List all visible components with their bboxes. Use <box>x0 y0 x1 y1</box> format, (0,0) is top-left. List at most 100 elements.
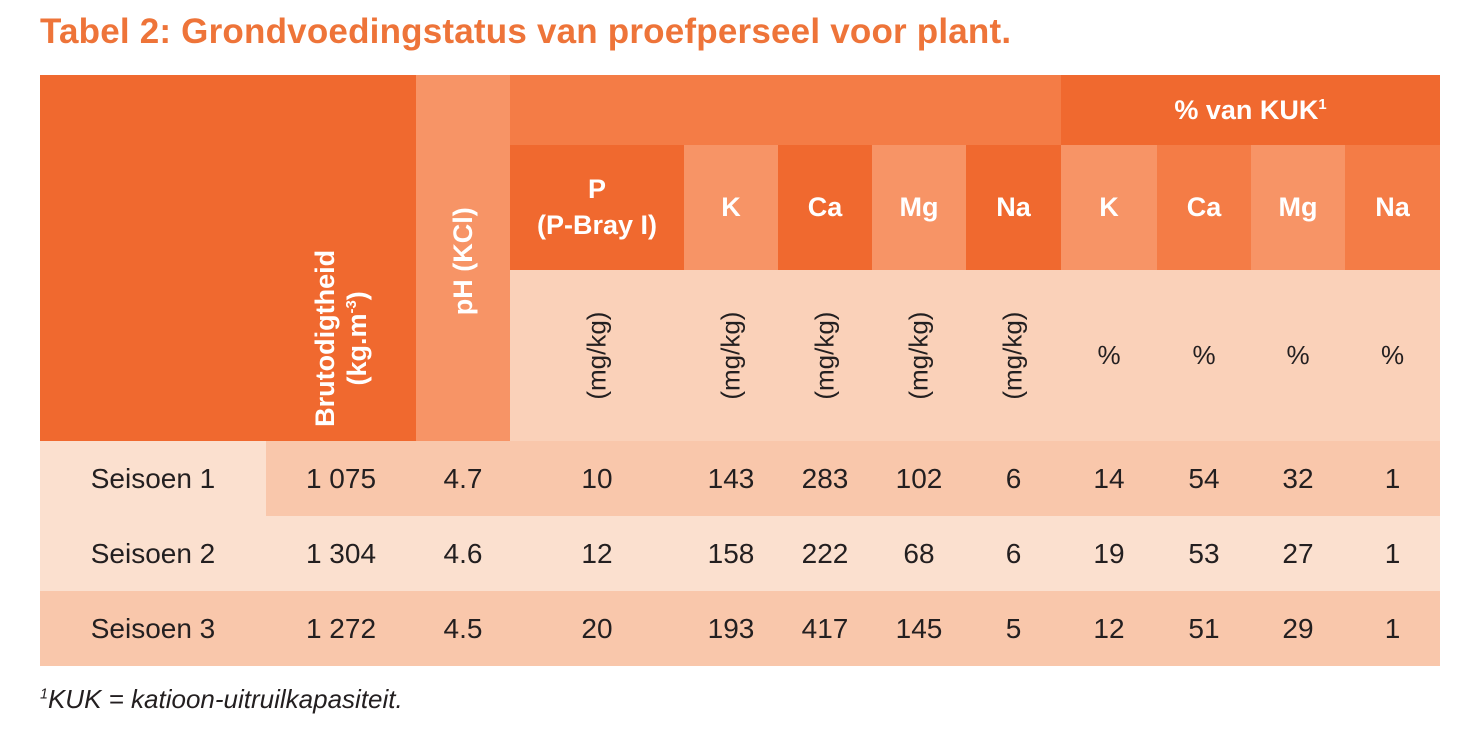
unit-label-ca: (mg/kg) <box>809 311 840 400</box>
cell-value: 1 075 <box>305 462 377 494</box>
cell-value: 143 <box>707 462 755 494</box>
unit-label-k-pct: % <box>1097 340 1121 370</box>
kuk-group-text: % van KUK <box>1174 94 1319 125</box>
table-cell: 29 <box>1251 591 1345 666</box>
table-cell: 193 <box>684 591 778 666</box>
unit-label-ca-pct: % <box>1192 340 1216 370</box>
cell-value: 145 <box>895 612 943 644</box>
cell-value: 102 <box>895 462 943 494</box>
k-label: K <box>721 192 741 222</box>
table-cell: 417 <box>778 591 872 666</box>
cell-value: 193 <box>707 612 755 644</box>
header-bulk-density: Brutodigtheid (kg.m-3) <box>266 75 416 441</box>
cell-value: 4.5 <box>443 612 483 644</box>
cell-value: 5 <box>1005 612 1022 644</box>
cell-value: 1 304 <box>305 537 377 569</box>
cell-value: 222 <box>801 537 849 569</box>
table-cell: 4.7 <box>416 441 510 516</box>
table-cell: 158 <box>684 516 778 591</box>
cell-value: 53 <box>1188 537 1220 569</box>
footnote-text: KUK = katioon-uitruilkapasiteit. <box>47 684 403 714</box>
cell-value: 1 <box>1384 612 1401 644</box>
unit-p: (mg/kg) <box>510 270 684 441</box>
cell-value: 10 <box>581 462 613 494</box>
ph-label: pH (KCl) <box>447 207 478 316</box>
header-ca: Ca <box>778 145 872 270</box>
header-p: P (P-Bray I) <box>510 145 684 270</box>
cell-value: 20 <box>581 612 613 644</box>
cell-value: 158 <box>707 537 755 569</box>
table-cell: 102 <box>872 441 966 516</box>
na-label: Na <box>996 192 1031 222</box>
table-cell: 1 272 <box>266 591 416 666</box>
table-title: Tabel 2: Grondvoedingstatus van proefper… <box>40 12 1012 51</box>
bulk-density-unit-post: ) <box>342 291 372 301</box>
table-cell: 14 <box>1061 441 1157 516</box>
header-group-kuk: % van KUK1 <box>1061 75 1440 145</box>
cell-value: 6 <box>1005 537 1022 569</box>
table-cell: 19 <box>1061 516 1157 591</box>
cell-value: 51 <box>1188 612 1220 644</box>
table-cell: 1 304 <box>266 516 416 591</box>
unit-ca-pct: % <box>1157 270 1251 441</box>
unit-k-pct: % <box>1061 270 1157 441</box>
unit-label-na-pct: % <box>1380 340 1405 370</box>
cell-value: 1 272 <box>305 612 377 644</box>
bulk-density-unit-sup: -3 <box>344 300 360 314</box>
table-cell: 51 <box>1157 591 1251 666</box>
unit-label-na: (mg/kg) <box>997 311 1028 400</box>
cell-value: 14 <box>1093 462 1125 494</box>
footnote-marker: 1 <box>40 686 48 703</box>
table-cell: 143 <box>684 441 778 516</box>
table-cell: 283 <box>778 441 872 516</box>
table-cell: 1 <box>1345 516 1440 591</box>
kuk-group-sup: 1 <box>1318 96 1327 113</box>
table-cell: 222 <box>778 516 872 591</box>
table-cell: 6 <box>966 516 1061 591</box>
unit-mg: (mg/kg) <box>872 270 966 441</box>
unit-mg-pct: % <box>1251 270 1345 441</box>
table-cell: 54 <box>1157 441 1251 516</box>
unit-ca: (mg/kg) <box>778 270 872 441</box>
cell-value: 68 <box>903 537 935 569</box>
header-ca-pct: Ca <box>1157 145 1251 270</box>
p-header-label: P (P-Bray I) <box>537 172 657 242</box>
table-cell: 20 <box>510 591 684 666</box>
row-label: Seisoen 3 <box>40 591 266 666</box>
cell-value: 1 <box>1384 537 1401 569</box>
unit-na-pct: % <box>1345 270 1440 441</box>
cell-value: 12 <box>581 537 613 569</box>
table-cell: 4.6 <box>416 516 510 591</box>
unit-label-mg-pct: % <box>1286 340 1310 370</box>
table-cell: 1 <box>1345 441 1440 516</box>
season-name: Seisoen 3 <box>90 612 216 644</box>
header-mg-pct: Mg <box>1251 145 1345 270</box>
cell-value: 417 <box>801 612 849 644</box>
cell-value: 27 <box>1282 537 1314 569</box>
header-na-pct: Na <box>1345 145 1440 270</box>
unit-na: (mg/kg) <box>966 270 1061 441</box>
footnote: 1KUK = katioon-uitruilkapasiteit. <box>40 684 403 715</box>
row-label: Seisoen 1 <box>40 441 266 516</box>
table-cell: 10 <box>510 441 684 516</box>
table-cell: 12 <box>510 516 684 591</box>
table-cell: 27 <box>1251 516 1345 591</box>
cell-value: 283 <box>801 462 849 494</box>
table-cell: 1 <box>1345 591 1440 666</box>
na-pct-label: Na <box>1375 192 1410 222</box>
header-k-pct: K <box>1061 145 1157 270</box>
cell-value: 4.7 <box>443 462 483 494</box>
header-ph: pH (KCl) <box>416 75 510 441</box>
p-line1: P <box>587 174 606 205</box>
table-cell: 32 <box>1251 441 1345 516</box>
header-corner <box>40 75 266 441</box>
row-label: Seisoen 2 <box>40 516 266 591</box>
bulk-density-line1: Brutodigtheid <box>309 250 340 428</box>
header-na: Na <box>966 145 1061 270</box>
cell-value: 12 <box>1093 612 1125 644</box>
mg-label: Mg <box>899 192 939 222</box>
header-mg: Mg <box>872 145 966 270</box>
unit-label-k: (mg/kg) <box>715 311 746 400</box>
kuk-group-label: % van KUK1 <box>1174 95 1326 126</box>
p-line2: (P-Bray I) <box>536 209 658 240</box>
